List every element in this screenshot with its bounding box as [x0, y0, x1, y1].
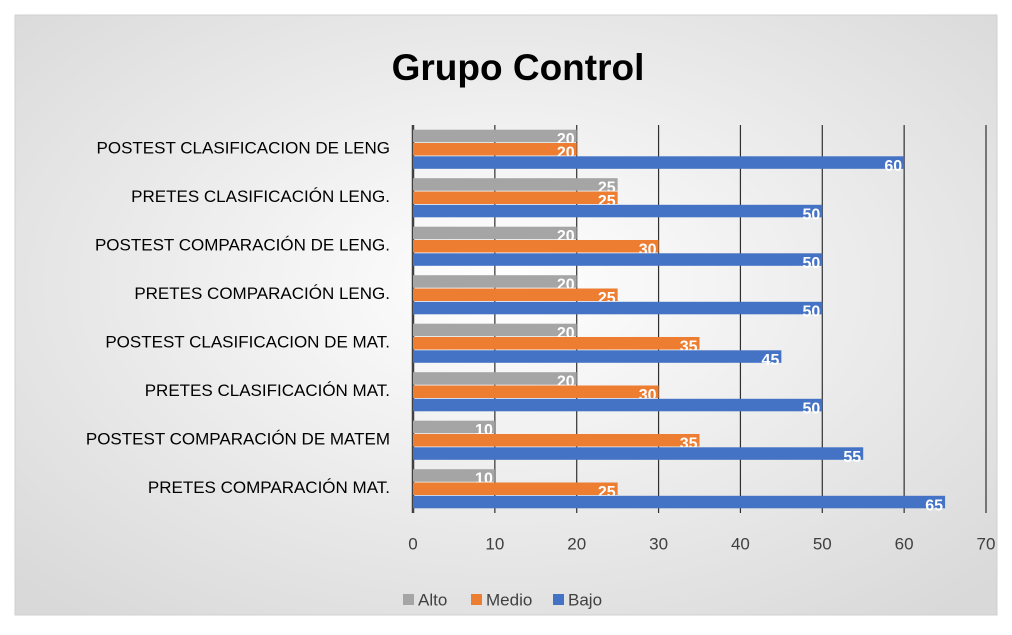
chart-background: [14, 14, 998, 616]
data-label: 55: [843, 449, 861, 466]
bar: [413, 143, 577, 156]
bar: [413, 469, 495, 482]
y-tick-label: PRETES COMPARACIÓN LENG.: [134, 284, 390, 303]
y-tick-label: POSTEST CLASIFICACION DE LENG: [97, 139, 390, 158]
bar: [413, 253, 823, 266]
data-label: 50: [802, 206, 820, 223]
bar: [413, 191, 618, 204]
legend-swatch: [553, 594, 564, 605]
bar: [413, 156, 905, 169]
bar: [413, 240, 659, 253]
bar: [413, 226, 577, 240]
y-tick-label: POSTEST COMPARACIÓN DE LENG.: [95, 236, 390, 255]
x-tick-label: 70: [977, 534, 996, 553]
x-tick-label: 10: [485, 534, 504, 553]
data-label: 50: [802, 303, 820, 320]
bar: [413, 301, 823, 315]
bar: [413, 204, 823, 218]
legend-label: Medio: [486, 590, 532, 609]
bar: [413, 337, 700, 350]
bar: [413, 372, 577, 385]
bar: [413, 275, 577, 288]
bar: [413, 288, 618, 301]
chart-title: Grupo Control: [392, 47, 645, 88]
data-label: 65: [925, 497, 943, 514]
bar: [413, 420, 495, 434]
data-label: 50: [802, 255, 820, 272]
y-tick-label: PRETES COMPARACIÓN MAT.: [148, 478, 390, 497]
x-tick-label: 40: [731, 534, 750, 553]
bar: [413, 495, 946, 509]
x-tick-label: 60: [895, 534, 914, 553]
bar: [413, 350, 782, 363]
y-tick-label: PRETES CLASIFICACIÓN MAT.: [145, 381, 390, 400]
x-tick-label: 50: [813, 534, 832, 553]
legend-label: Bajo: [568, 590, 602, 609]
bar: [413, 129, 577, 143]
x-tick-label: 30: [649, 534, 668, 553]
data-label: 50: [802, 400, 820, 417]
bar: [413, 323, 577, 337]
bar: [413, 482, 618, 495]
x-tick-label: 0: [408, 534, 417, 553]
y-tick-label: POSTEST COMPARACIÓN DE MATEM: [86, 430, 390, 449]
y-tick-label: PRETES CLASIFICACIÓN LENG.: [131, 187, 390, 206]
legend-label: Alto: [418, 590, 447, 609]
data-label: 60: [884, 158, 902, 175]
x-tick-label: 20: [567, 534, 586, 553]
bar: [413, 398, 823, 412]
data-label: 45: [762, 352, 780, 369]
legend-swatch: [471, 594, 482, 605]
bar: [413, 434, 700, 447]
y-tick-label: POSTEST CLASIFICACION DE MAT.: [105, 333, 390, 352]
legend-swatch: [403, 594, 414, 605]
bar: [413, 447, 864, 460]
bar: [413, 178, 618, 191]
bar: [413, 385, 659, 398]
